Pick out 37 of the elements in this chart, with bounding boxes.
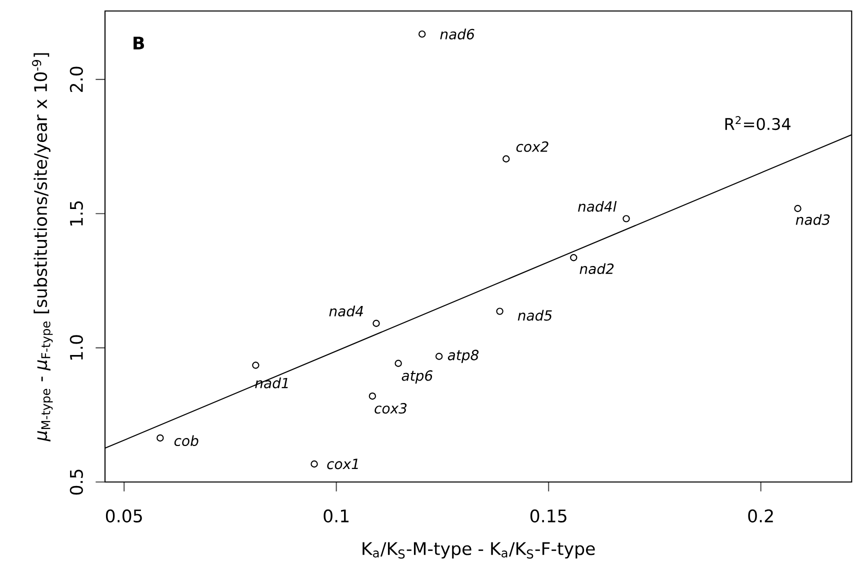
y-tick-label: 2.0 [70,66,83,92]
point [794,204,802,212]
point [372,320,380,327]
annotation: nad6 [440,28,474,40]
annotation: cox3 [374,403,407,414]
point [622,215,630,222]
annotation: nad4 [329,306,363,316]
annotation: nad2 [580,263,614,274]
x-tick-label: 0.05 [106,509,142,522]
annotation: nad3 [796,214,830,225]
x-tick-label: 0.15 [530,509,566,522]
annotation: nad5 [518,310,552,321]
point [496,308,504,315]
annotation: B [134,36,144,50]
annotation: cox2 [516,141,548,152]
annotation: nad4l [578,200,617,212]
point [368,392,376,400]
point [570,254,578,262]
annotation: cox1 [327,458,358,470]
y-axis-title: μ$_{M-type}$ - μ$_{F-type}$ [substitutions/site/year x 10$^{-9}$] [32,53,53,442]
point [252,362,260,369]
text: K$_{a}$/K$_{S}$-M-type - K$_{a}$/K$_{S}$-F-type [362,542,595,559]
annotation: R$^{2}$=0.34 [725,116,790,130]
x-tick-label: 0.1 [324,509,349,522]
point [502,155,510,162]
annotation: cob [174,435,198,446]
y-tick-label: 1.0 [70,335,83,360]
point [394,360,402,367]
point [310,460,318,468]
y-tick-label: 1.5 [70,201,83,226]
point [418,30,426,38]
annotation: atp8 [448,350,479,364]
annotation: atp6 [402,370,432,384]
x-tick-label: 0.2 [748,509,773,522]
point [435,352,443,360]
point [156,434,164,442]
y-tick-label: 0.5 [70,470,83,495]
